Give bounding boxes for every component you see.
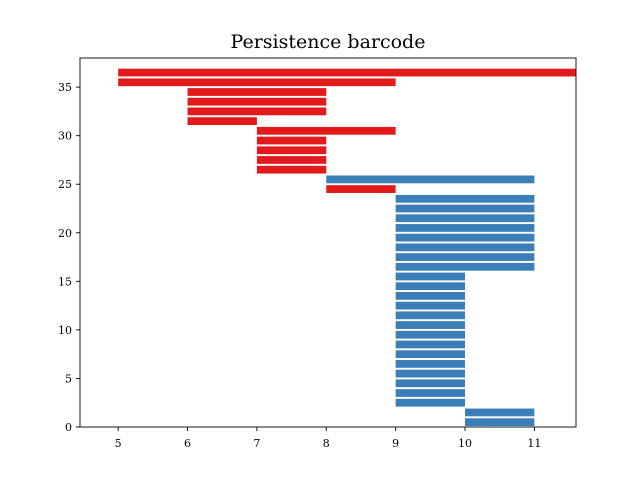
bars-group — [118, 68, 577, 427]
x-tick-label: 10 — [458, 437, 472, 450]
y-tick-label: 30 — [58, 130, 72, 143]
x-tick-label: 11 — [527, 437, 541, 450]
y-tick-label: 5 — [65, 372, 72, 385]
barcode-bar-7 — [395, 350, 466, 359]
chart-title: Persistence barcode — [231, 31, 426, 53]
y-axis: 0 5 10 15 20 25 30 35 — [58, 81, 80, 434]
barcode-bar-10 — [395, 321, 466, 329]
barcode-bar-26 — [256, 165, 327, 174]
barcode-bar-21 — [395, 214, 535, 223]
barcode-bar-14 — [395, 282, 466, 291]
x-tick-label: 8 — [323, 437, 330, 450]
barcode-bar-3 — [395, 389, 466, 397]
y-tick-label: 20 — [58, 227, 72, 240]
y-tick-label: 0 — [65, 421, 72, 434]
barcode-bar-35 — [118, 78, 396, 87]
barcode-bar-17 — [395, 253, 535, 261]
barcode-bar-28 — [256, 146, 327, 155]
barcode-bar-6 — [395, 359, 466, 368]
barcode-bar-2 — [395, 398, 466, 407]
barcode-bar-20 — [395, 224, 535, 232]
barcode-bar-31 — [187, 117, 257, 126]
y-tick-label: 35 — [58, 81, 72, 94]
barcode-bar-25 — [326, 175, 535, 184]
barcode-bar-8 — [395, 340, 466, 349]
barcode-bar-12 — [395, 301, 466, 310]
x-tick-label: 6 — [184, 437, 191, 450]
x-axis: 5 6 7 8 9 10 11 — [115, 427, 541, 450]
x-tick-label: 9 — [392, 437, 399, 450]
y-tick-label: 15 — [58, 275, 72, 288]
barcode-bar-5 — [395, 369, 466, 378]
barcode-bar-30 — [256, 126, 396, 135]
barcode-bar-9 — [395, 330, 466, 339]
barcode-bar-36 — [118, 68, 577, 77]
barcode-bar-19 — [395, 233, 535, 242]
barcode-bar-33 — [187, 97, 327, 106]
barcode-bar-0 — [465, 418, 535, 427]
barcode-bar-29 — [256, 136, 327, 145]
barcode-bar-32 — [187, 107, 327, 116]
y-tick-label: 10 — [58, 324, 72, 337]
barcode-bar-18 — [395, 243, 535, 252]
x-tick-label: 7 — [253, 437, 260, 450]
barcode-bar-16 — [395, 262, 535, 271]
barcode-bar-13 — [395, 292, 466, 300]
barcode-bar-27 — [256, 156, 327, 164]
barcode-bar-15 — [395, 272, 466, 281]
plot-area-frame — [79, 57, 577, 428]
barcode-bar-23 — [395, 194, 535, 203]
x-tick-label: 5 — [115, 437, 122, 450]
barcode-bar-24 — [326, 185, 396, 193]
barcode-bar-34 — [187, 88, 327, 96]
barcode-bar-4 — [395, 379, 466, 388]
barcode-bar-22 — [395, 204, 535, 213]
barcode-bar-1 — [465, 408, 535, 417]
y-tick-label: 25 — [58, 178, 72, 191]
barcode-bar-11 — [395, 311, 466, 320]
